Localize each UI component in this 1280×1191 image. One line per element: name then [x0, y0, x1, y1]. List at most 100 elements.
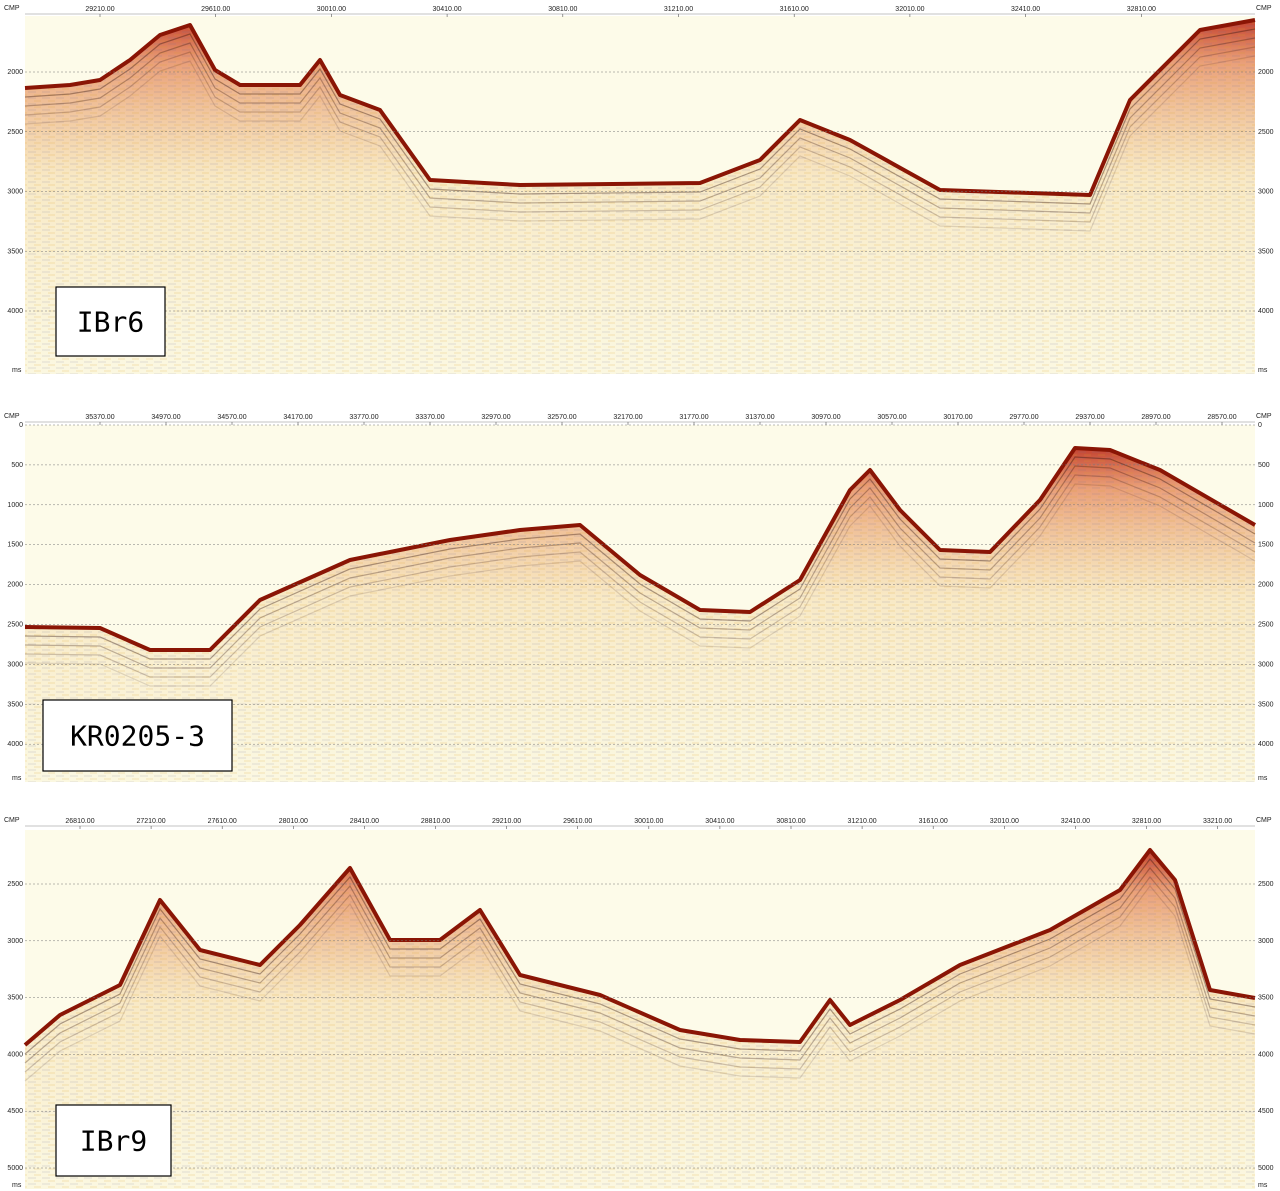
- y-tick-label: 4000: [7, 308, 23, 315]
- y-tick-label: 500: [1258, 462, 1270, 469]
- y-tick-label: 2500: [7, 129, 23, 136]
- x-tick-label: 34970.00: [151, 414, 180, 421]
- profile-label: IBr9: [80, 1125, 147, 1158]
- x-tick-label: 33770.00: [349, 414, 378, 421]
- x-tick-label: 32810.00: [1127, 6, 1156, 13]
- y-tick-label: 0: [19, 422, 23, 429]
- x-tick-label: 32410.00: [1011, 6, 1040, 13]
- seismic-panel: CMP CMP 26810.00 27210.00 27610.00 28010.00 28…: [4, 817, 1274, 1189]
- x-axis-title: CMP: [1256, 817, 1272, 824]
- y-tick-label: 500: [11, 462, 23, 469]
- x-tick-label: 34570.00: [217, 414, 246, 421]
- x-tick-label: 31610.00: [919, 818, 948, 825]
- x-tick-label: 30810.00: [776, 818, 805, 825]
- x-tick-label: 31210.00: [847, 818, 876, 825]
- y-tick-label: 3000: [1258, 189, 1274, 196]
- x-tick-label: 30170.00: [943, 414, 972, 421]
- x-tick-label: 29610.00: [563, 818, 592, 825]
- x-tick-label: 29370.00: [1075, 414, 1104, 421]
- y-axis-unit: ms: [12, 1182, 22, 1189]
- x-tick-label: 32010.00: [895, 6, 924, 13]
- x-tick-label: 30970.00: [811, 414, 840, 421]
- x-tick-label: 26810.00: [65, 818, 94, 825]
- y-tick-label: 2500: [7, 622, 23, 629]
- x-tick-label: 31210.00: [664, 6, 693, 13]
- x-tick-label: 28010.00: [279, 818, 308, 825]
- x-tick-label: 31770.00: [679, 414, 708, 421]
- y-tick-label: 2000: [7, 69, 23, 76]
- x-tick-label: 30570.00: [877, 414, 906, 421]
- x-axis-title: CMP: [1256, 5, 1272, 12]
- x-tick-label: 29210.00: [492, 818, 521, 825]
- y-tick-label: 3500: [1258, 701, 1274, 708]
- seismic-panel: CMP CMP 29210.00 29610.00 30010.00 30410.00 30…: [4, 5, 1274, 374]
- y-tick-label: 4500: [7, 1108, 23, 1115]
- y-axis-unit: ms: [1258, 775, 1268, 782]
- y-tick-label: 2500: [7, 881, 23, 888]
- y-tick-label: 3500: [7, 701, 23, 708]
- y-tick-label: 5000: [7, 1165, 23, 1172]
- x-tick-label: 30010.00: [317, 6, 346, 13]
- seismic-figure: CMP CMP 29210.00 29610.00 30010.00 30410.00 30…: [0, 0, 1280, 1191]
- y-tick-label: 2500: [1258, 881, 1274, 888]
- y-tick-label: 4000: [7, 741, 23, 748]
- y-tick-label: 3000: [7, 189, 23, 196]
- x-tick-label: 27210.00: [136, 818, 165, 825]
- x-tick-label: 28810.00: [421, 818, 450, 825]
- y-tick-label: 4500: [1258, 1108, 1274, 1115]
- y-tick-label: 3500: [7, 995, 23, 1002]
- x-tick-label: 32810.00: [1132, 818, 1161, 825]
- x-axis-title: CMP: [4, 817, 20, 824]
- x-tick-label: 29770.00: [1009, 414, 1038, 421]
- x-tick-label: 32570.00: [547, 414, 576, 421]
- x-tick-label: 30010.00: [634, 818, 663, 825]
- x-tick-label: 33210.00: [1203, 818, 1232, 825]
- profile-label: KR0205-3: [70, 720, 205, 753]
- y-tick-label: 4000: [1258, 741, 1274, 748]
- x-tick-label: 28970.00: [1141, 414, 1170, 421]
- y-tick-label: 3000: [1258, 938, 1274, 945]
- y-axis-unit: ms: [12, 367, 22, 374]
- seismic-panel: CMP CMP 35370.00 34970.00 34570.00 34170.00 33…: [4, 413, 1274, 782]
- y-tick-label: 3000: [1258, 661, 1274, 668]
- y-tick-label: 0: [1258, 422, 1262, 429]
- x-tick-label: 27610.00: [208, 818, 237, 825]
- y-tick-label: 1500: [7, 542, 23, 549]
- y-tick-label: 2500: [1258, 129, 1274, 136]
- y-tick-label: 2500: [1258, 622, 1274, 629]
- x-tick-label: 34170.00: [283, 414, 312, 421]
- y-tick-label: 4000: [7, 1051, 23, 1058]
- y-tick-label: 1000: [7, 502, 23, 509]
- profile-label: IBr6: [77, 306, 144, 339]
- y-tick-label: 2000: [1258, 69, 1274, 76]
- x-tick-label: 31370.00: [745, 414, 774, 421]
- y-axis-unit: ms: [1258, 1182, 1268, 1189]
- x-tick-label: 32170.00: [613, 414, 642, 421]
- y-tick-label: 4000: [1258, 308, 1274, 315]
- y-tick-label: 2000: [7, 582, 23, 589]
- x-tick-label: 30810.00: [548, 6, 577, 13]
- y-tick-label: 3500: [1258, 248, 1274, 255]
- y-tick-label: 4000: [1258, 1051, 1274, 1058]
- y-tick-label: 2000: [1258, 582, 1274, 589]
- x-tick-label: 32010.00: [990, 818, 1019, 825]
- y-tick-label: 1000: [1258, 502, 1274, 509]
- y-tick-label: 3500: [1258, 995, 1274, 1002]
- x-axis-title: CMP: [1256, 413, 1272, 420]
- y-axis-unit: ms: [1258, 367, 1268, 374]
- x-tick-label: 29210.00: [85, 6, 114, 13]
- y-tick-label: 1500: [1258, 542, 1274, 549]
- y-tick-label: 3500: [7, 248, 23, 255]
- y-tick-label: 5000: [1258, 1165, 1274, 1172]
- x-axis-title: CMP: [4, 413, 20, 420]
- x-tick-label: 33370.00: [415, 414, 444, 421]
- x-tick-label: 31610.00: [780, 6, 809, 13]
- y-tick-label: 3000: [7, 938, 23, 945]
- x-axis-title: CMP: [4, 5, 20, 12]
- y-tick-label: 3000: [7, 661, 23, 668]
- x-tick-label: 35370.00: [85, 414, 114, 421]
- x-tick-label: 30410.00: [432, 6, 461, 13]
- x-tick-label: 29610.00: [201, 6, 230, 13]
- x-tick-label: 32970.00: [481, 414, 510, 421]
- x-tick-label: 30410.00: [705, 818, 734, 825]
